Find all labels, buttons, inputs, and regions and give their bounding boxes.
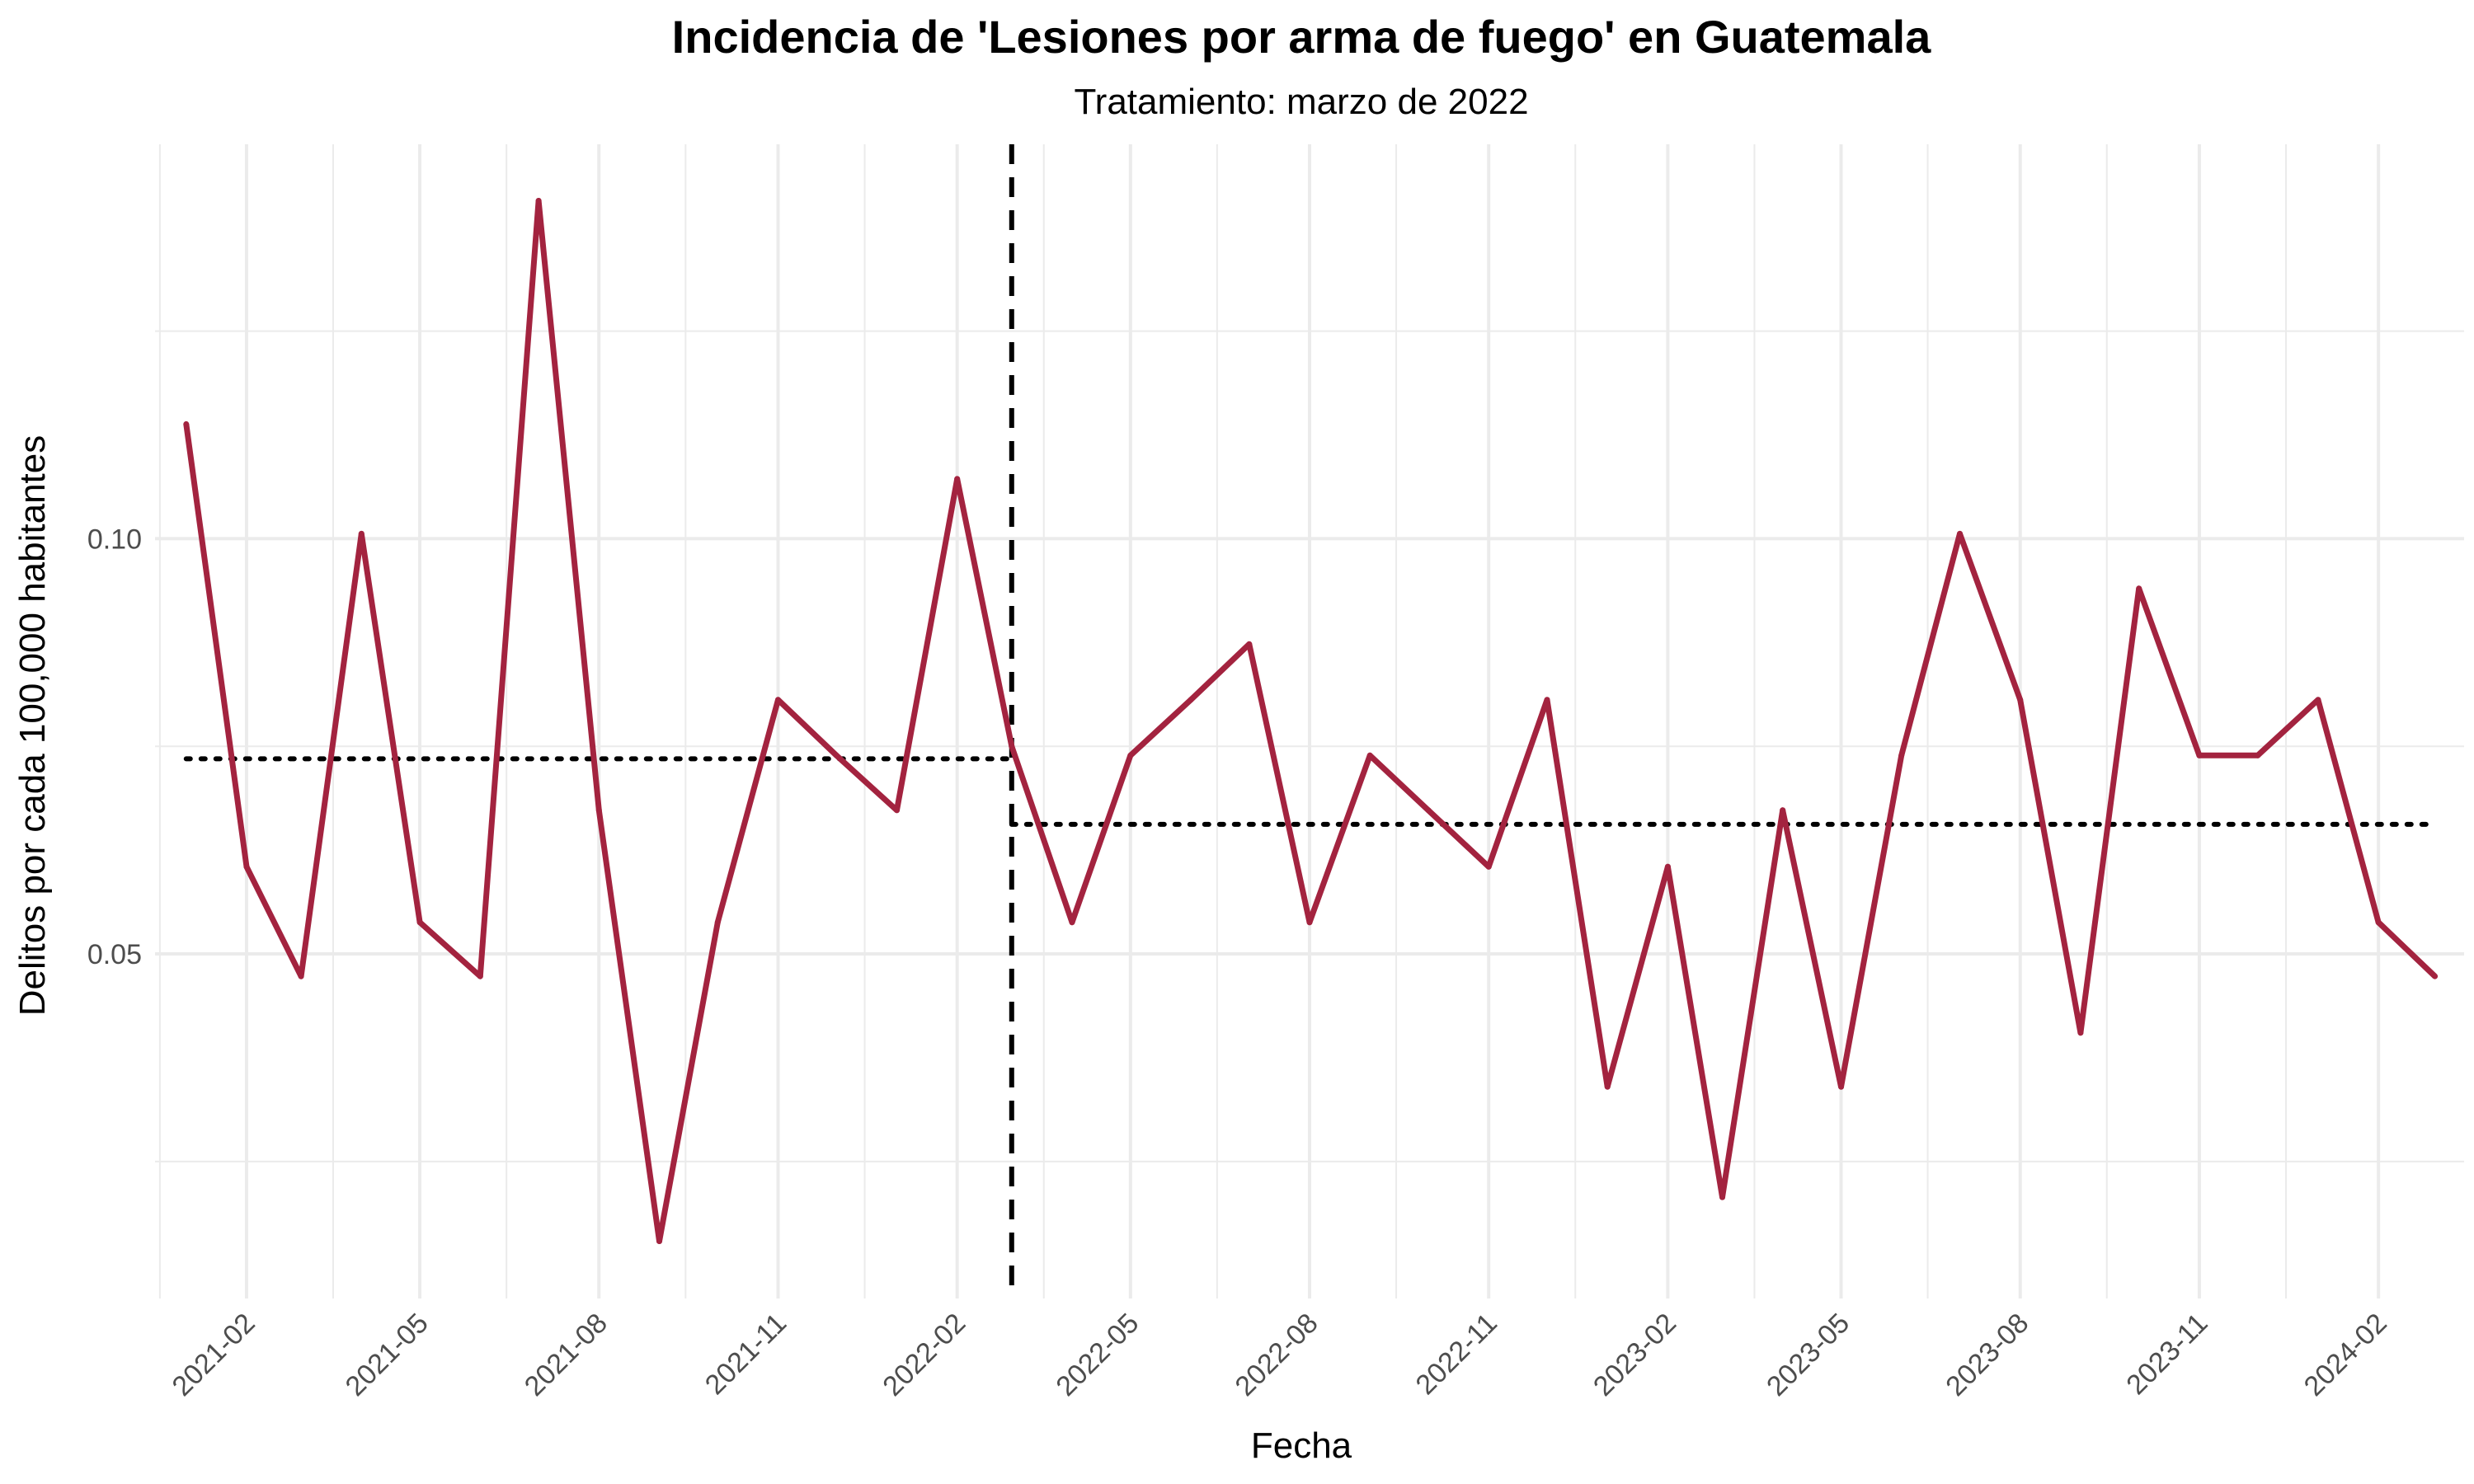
data-point (1127, 752, 1134, 758)
x-tick-label: 2021-05 (340, 1308, 435, 1402)
data-point (833, 752, 840, 758)
x-tick-label: 2023-05 (1761, 1308, 1856, 1402)
x-tick-label: 2021-08 (519, 1308, 614, 1402)
data-point (243, 863, 250, 870)
x-tick-label: 2023-11 (2120, 1308, 2213, 1401)
data-point (2315, 697, 2321, 703)
data-point (183, 420, 190, 427)
data-point (1425, 807, 1432, 814)
data-point (2432, 973, 2439, 979)
data-point (358, 530, 365, 537)
grid (155, 144, 2464, 1298)
data-point (1664, 863, 1671, 870)
data-point (1366, 752, 1373, 758)
x-tick-label: 2022-05 (1050, 1308, 1145, 1402)
data-point (298, 973, 304, 979)
data-point (2136, 585, 2142, 592)
data-point (1188, 697, 1194, 703)
data-point (893, 807, 900, 814)
data-point (714, 919, 721, 926)
data-point (1780, 807, 1786, 814)
x-tick-label: 2022-11 (1410, 1308, 1503, 1401)
data-point (1719, 1194, 1726, 1200)
data-point (1544, 697, 1550, 703)
data-point (2255, 752, 2261, 758)
x-tick-label: 2022-08 (1230, 1308, 1324, 1402)
series-group (183, 197, 2439, 1245)
data-point (1246, 641, 1253, 647)
data-point (1009, 743, 1015, 749)
reference-lines (183, 144, 2438, 1298)
data-point (477, 973, 483, 979)
x-axis-title: Fecha (1251, 1425, 1352, 1466)
data-point (954, 476, 961, 482)
data-point (2375, 919, 2382, 926)
y-tick-label: 0.10 (87, 524, 142, 555)
x-tick-label: 2022-02 (877, 1308, 971, 1402)
data-point (1957, 530, 1964, 537)
data-point (1838, 1083, 1845, 1090)
y-axis-title: Delitos por cada 100,000 habitantes (12, 435, 53, 1017)
data-point (1485, 863, 1492, 870)
data-point (2196, 752, 2203, 758)
data-point (1898, 752, 1905, 758)
data-point (1604, 1083, 1611, 1090)
data-point (416, 919, 423, 926)
data-point (1306, 919, 1313, 926)
y-tick-label: 0.05 (87, 939, 142, 970)
data-point (2017, 697, 2024, 703)
chart-title: Incidencia de 'Lesiones por arma de fueg… (672, 11, 1931, 63)
x-tick-label: 2023-08 (1940, 1308, 2034, 1402)
x-tick-label: 2021-02 (167, 1308, 261, 1402)
chart-subtitle: Tratamiento: marzo de 2022 (1074, 82, 1528, 122)
data-point (656, 1238, 662, 1245)
data-point (1069, 919, 1075, 926)
data-point (535, 197, 542, 204)
x-tick-label: 2024-02 (2298, 1308, 2393, 1402)
data-point (595, 807, 602, 814)
data-point (774, 697, 781, 703)
x-tick-label: 2021-11 (699, 1308, 793, 1401)
data-point (2077, 1030, 2084, 1036)
x-tick-label: 2023-02 (1587, 1308, 1682, 1402)
